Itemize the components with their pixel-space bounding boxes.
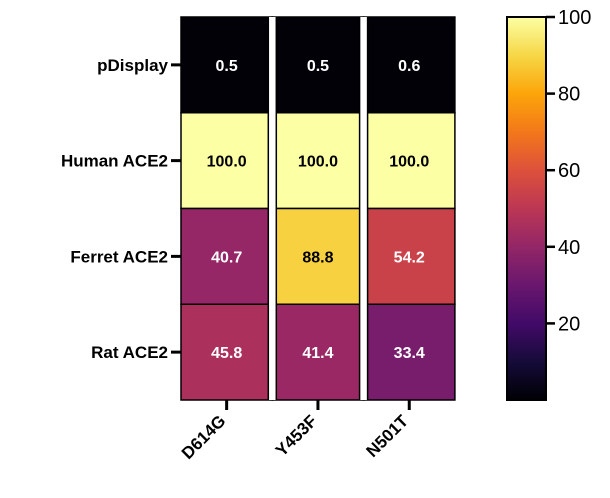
cell-value-label: 100.0 bbox=[389, 154, 429, 171]
colorbar-tick-label: 20 bbox=[558, 313, 580, 335]
column-gutter bbox=[268, 17, 277, 400]
heatmap-cell bbox=[362, 16, 456, 114]
column-label: Y453F bbox=[272, 411, 321, 460]
colorbar-tick-label: 60 bbox=[558, 160, 580, 182]
cell-value-label: 54.2 bbox=[394, 249, 425, 266]
heatmap-cell bbox=[362, 303, 456, 401]
cell-value-label: 0.5 bbox=[216, 58, 238, 75]
heatmap-cells: 0.5 0.5 0.6 100.0 100.0 100.0 40.7 88.8 54.2 45.8… bbox=[180, 16, 456, 401]
colorbar: 20 40 60 80 100 bbox=[506, 7, 591, 401]
row-label: pDisplay bbox=[97, 56, 168, 75]
column-label: D614G bbox=[178, 411, 230, 463]
column-label: N501T bbox=[363, 411, 413, 461]
cell-value-label: 0.6 bbox=[398, 58, 420, 75]
colorbar-gradient bbox=[506, 16, 547, 401]
row-axis: pDisplay Human ACE2 Ferret ACE2 Rat ACE2 bbox=[61, 56, 181, 362]
column-axis: D614G Y453F N501T bbox=[178, 400, 413, 463]
row-label: Human ACE2 bbox=[61, 152, 168, 171]
cell-value-label: 40.7 bbox=[211, 249, 242, 266]
heatmap-cell bbox=[180, 16, 274, 114]
cell-value-label: 100.0 bbox=[298, 154, 338, 171]
colorbar-tick-label: 80 bbox=[558, 84, 580, 106]
column-gutter bbox=[359, 17, 368, 400]
heatmap-cell bbox=[180, 112, 274, 210]
heatmap-cell bbox=[180, 303, 274, 401]
cell-value-label: 45.8 bbox=[211, 345, 242, 362]
cell-value-label: 88.8 bbox=[302, 249, 333, 266]
row-label: Ferret ACE2 bbox=[70, 247, 168, 266]
heatmap-cell bbox=[271, 16, 365, 114]
cell-value-label: 0.5 bbox=[307, 58, 329, 75]
colorbar-tick-label: 40 bbox=[558, 237, 580, 259]
cell-value-label: 33.4 bbox=[394, 345, 425, 362]
colorbar-tick-label: 100 bbox=[558, 7, 591, 29]
cell-value-label: 100.0 bbox=[207, 154, 247, 171]
cell-value-label: 41.4 bbox=[302, 345, 333, 362]
row-label: Rat ACE2 bbox=[91, 343, 168, 362]
